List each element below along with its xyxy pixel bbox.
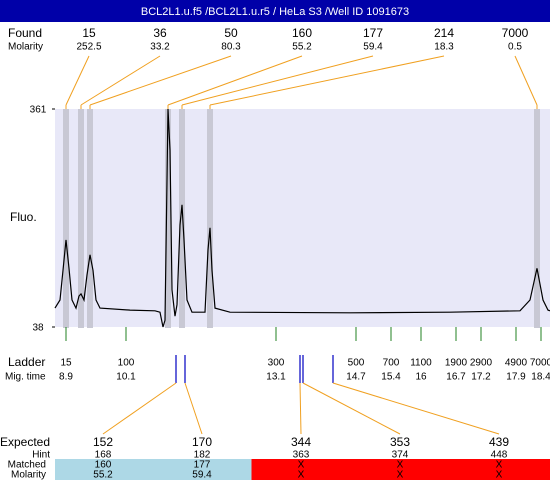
- expected-matched: 160: [95, 460, 112, 471]
- ladder-label: Ladder: [8, 355, 45, 369]
- expected-size: 344: [291, 435, 311, 449]
- expected-hint: 374: [392, 450, 409, 461]
- ladder-time: 17.2: [471, 372, 491, 383]
- expected-size: 353: [390, 435, 410, 449]
- found-molarity: 18.3: [434, 42, 454, 53]
- y-tick-label: 361: [30, 105, 47, 116]
- ladder-time: 8.9: [59, 372, 73, 383]
- ladder-time: 17.9: [506, 372, 526, 383]
- y-tick-label: 38: [32, 323, 44, 334]
- ladder-size: 500: [348, 358, 365, 369]
- found-molarity: 80.3: [221, 42, 241, 53]
- ladder-time: 16: [415, 372, 427, 383]
- expected-connector: [102, 382, 177, 435]
- matched-cell: [55, 459, 153, 480]
- found-label: Found: [8, 26, 42, 40]
- found-connector: [181, 55, 374, 106]
- expected-molarity: X: [397, 470, 404, 480]
- found-connector: [89, 55, 232, 106]
- expected-matched: X: [397, 460, 404, 471]
- expected-connector: [302, 382, 401, 435]
- found-band: [87, 109, 93, 328]
- ladder-time: 16.7: [446, 372, 466, 383]
- plot-area: [55, 109, 550, 327]
- matched-label: Matched: [8, 460, 46, 471]
- expected-matched: 177: [194, 460, 211, 471]
- expected-molarity-label: Molarity: [11, 470, 46, 480]
- matched-cell: [251, 459, 351, 480]
- expected-matched: X: [496, 460, 503, 471]
- found-size: 177: [363, 26, 383, 40]
- expected-size: 170: [192, 435, 212, 449]
- expected-connector: [299, 382, 302, 435]
- ladder-size: 7000: [530, 358, 550, 369]
- expected-hint: 448: [491, 450, 508, 461]
- mig-time-label: Mig. time: [5, 372, 46, 383]
- expected-connector: [332, 382, 500, 435]
- expected-size: 152: [93, 435, 113, 449]
- matched-cell: [152, 459, 252, 480]
- expected-molarity: 55.2: [93, 470, 113, 480]
- found-size: 214: [434, 26, 454, 40]
- matched-cell: [449, 459, 550, 480]
- found-connector: [167, 55, 303, 106]
- title-bar: [0, 0, 550, 22]
- ladder-time: 10.1: [116, 372, 136, 383]
- ladder-size: 4900: [505, 358, 528, 369]
- found-band: [63, 109, 69, 328]
- expected-hint: 363: [293, 450, 310, 461]
- found-size: 160: [292, 26, 312, 40]
- hint-label: Hint: [32, 450, 50, 461]
- found-band: [78, 109, 84, 328]
- ladder-size: 1900: [445, 358, 468, 369]
- found-band: [179, 109, 185, 328]
- expected-molarity: X: [496, 470, 503, 480]
- expected-size: 439: [489, 435, 509, 449]
- expected-molarity: X: [298, 470, 305, 480]
- found-molarity: 55.2: [292, 42, 312, 53]
- found-molarity: 0.5: [508, 42, 522, 53]
- ladder-size: 2900: [470, 358, 493, 369]
- found-band: [207, 109, 213, 328]
- found-connector: [65, 55, 90, 106]
- found-molarity: 33.2: [150, 42, 170, 53]
- ladder-size: 100: [118, 358, 135, 369]
- found-size: 50: [224, 26, 238, 40]
- found-size: 7000: [502, 26, 529, 40]
- found-connector: [514, 55, 538, 106]
- chart-title: BCL2L1.u.f5 /BCL2L1.u.r5 / HeLa S3 /Well…: [141, 6, 409, 18]
- expected-hint: 168: [95, 450, 112, 461]
- found-connector: [209, 55, 445, 106]
- matched-cell: [350, 459, 450, 480]
- expected-molarity: 59.4: [192, 470, 212, 480]
- found-size: 15: [82, 26, 96, 40]
- found-size: 36: [153, 26, 167, 40]
- y-axis-label: Fluo.: [10, 210, 37, 224]
- found-molarity-label: Molarity: [8, 42, 43, 53]
- found-band: [165, 109, 171, 328]
- ladder-size: 700: [383, 358, 400, 369]
- ladder-size: 1100: [410, 358, 432, 369]
- found-molarity: 252.5: [76, 42, 101, 53]
- ladder-time: 18.4: [531, 372, 550, 383]
- ladder-time: 15.4: [381, 372, 401, 383]
- ladder-size: 300: [268, 358, 285, 369]
- ladder-size: 15: [60, 358, 72, 369]
- found-connector: [80, 55, 161, 106]
- found-molarity: 59.4: [363, 42, 383, 53]
- ladder-time: 13.1: [266, 372, 286, 383]
- trace: [54, 108, 550, 328]
- found-band: [534, 109, 540, 328]
- ladder-time: 14.7: [346, 372, 366, 383]
- expected-hint: 182: [194, 450, 211, 461]
- expected-connector: [184, 382, 203, 435]
- expected-matched: X: [298, 460, 305, 471]
- expected-label: Expected: [0, 435, 50, 449]
